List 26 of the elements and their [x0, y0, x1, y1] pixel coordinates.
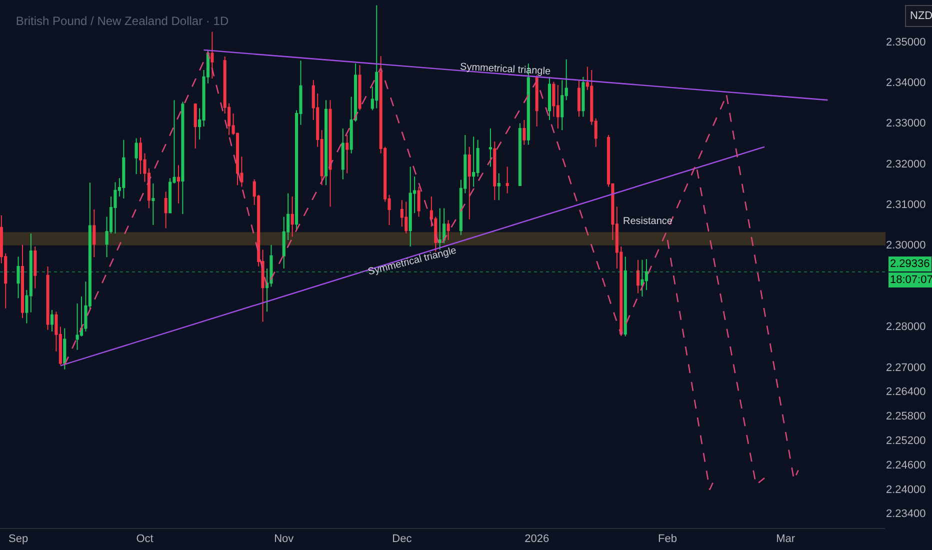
y-tick-label: 2.23400	[886, 508, 926, 520]
y-tick-label: 2.34000	[886, 77, 926, 90]
y-tick-label: 2.30000	[886, 240, 926, 252]
y-tick-label: 2.31000	[886, 199, 926, 212]
y-tick-label: 2.27000	[886, 362, 926, 374]
text: British Pound / New Zealand Dollar · 1D	[16, 14, 229, 28]
x-tick-label: Nov	[274, 533, 294, 546]
annotation: Symmetrical triangle	[460, 62, 552, 78]
text: NZD	[910, 10, 932, 22]
y-tick-label: 2.25800	[886, 410, 926, 423]
x-tick-label: 2026	[524, 533, 550, 546]
x-tick-label: Mar	[776, 533, 796, 546]
y-tick-label: 2.28000	[886, 321, 926, 334]
y-tick-label: 2.24000	[886, 484, 926, 496]
x-tick-label: Feb	[658, 533, 678, 546]
ref-line-label: 2.29336	[890, 258, 930, 270]
x-tick-label: Oct	[136, 533, 154, 546]
y-tick-label: 2.24600	[886, 459, 926, 472]
x-tick-label: Dec	[392, 533, 412, 546]
y-tick-label: 2.32000	[886, 158, 926, 170]
y-tick-label: 2.33000	[886, 118, 926, 130]
y-tick-label: 2.35000	[886, 36, 926, 48]
text: 18:07:07	[890, 274, 932, 286]
y-tick-label: 2.26400	[886, 386, 926, 398]
y-tick-label: 2.25200	[886, 434, 926, 447]
x-tick-label: Sep	[8, 533, 28, 546]
